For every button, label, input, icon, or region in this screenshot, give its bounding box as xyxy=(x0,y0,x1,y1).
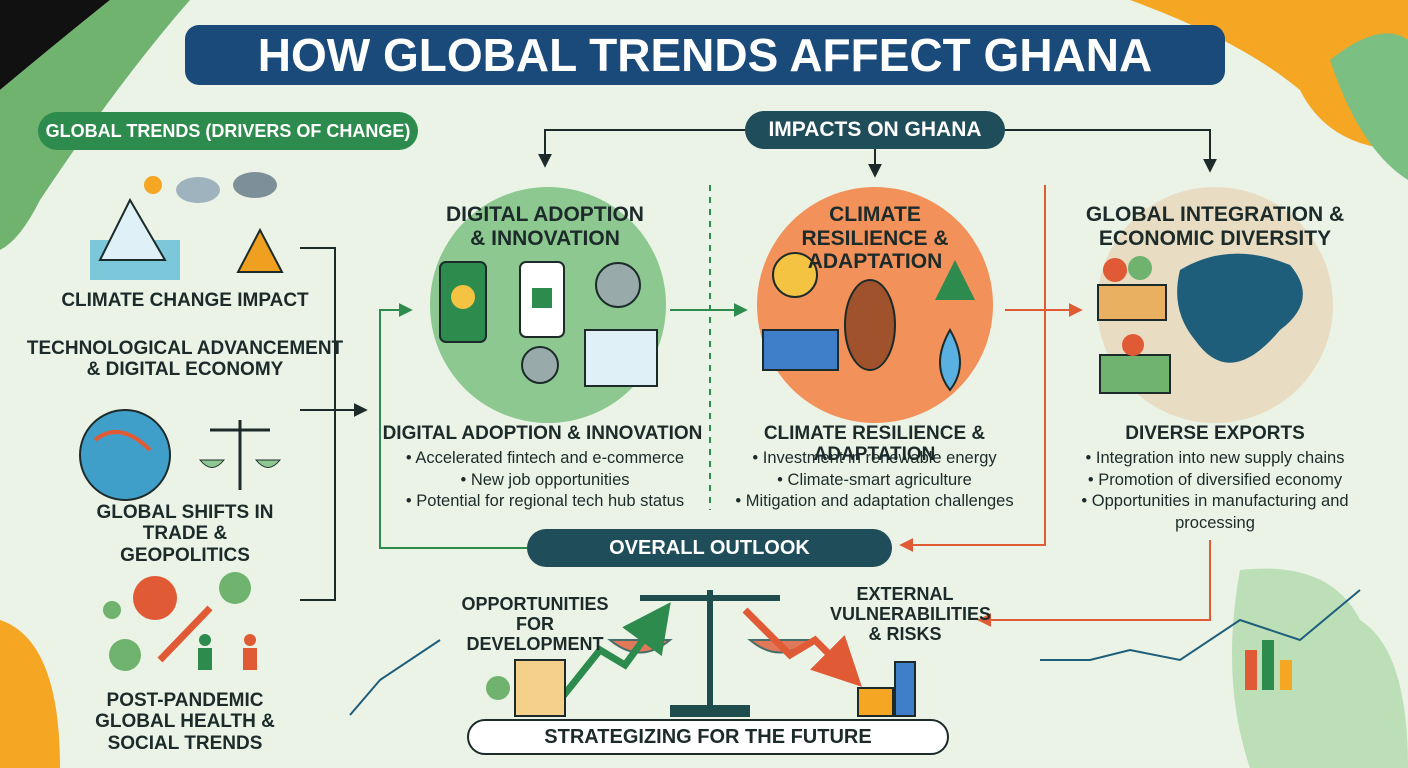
column-title: GLOBAL INTEGRATION & ECONOMIC DIVERSITY xyxy=(1085,203,1345,250)
bullet-item: Accelerated fintech and e-commerce xyxy=(385,448,705,470)
bullet-list: Investment in renewable energyClimate-sm… xyxy=(712,448,1037,513)
page-title: HOW GLOBAL TRENDS AFFECT GHANA xyxy=(185,25,1225,85)
driver-label: CLIMATE CHANGE IMPACT xyxy=(61,290,309,311)
bullet-item: Climate-smart agriculture xyxy=(712,470,1037,492)
outlook-heading: OVERALL OUTLOOK xyxy=(527,529,892,567)
bullet-item: Mitigation and adaptation challenges xyxy=(712,491,1037,513)
bullet-item: Potential for regional tech hub status xyxy=(385,491,705,513)
bullet-item: Promotion of diversified economy xyxy=(1065,470,1365,492)
column-subtitle: DIGITAL ADOPTION & INNOVATION xyxy=(382,423,703,444)
column-title: CLIMATE RESILIENCE & ADAPTATION xyxy=(801,203,949,274)
bullet-list: Accelerated fintech and e-commerceNew jo… xyxy=(385,448,705,513)
bullet-list: Integration into new supply chainsPromot… xyxy=(1065,448,1365,534)
drivers-heading: GLOBAL TRENDS (DRIVERS OF CHANGE) xyxy=(38,112,418,150)
bullet-item: Integration into new supply chains xyxy=(1065,448,1365,470)
bullet-item: Opportunities in manufacturing and proce… xyxy=(1065,491,1365,534)
footer-banner: STRATEGIZING FOR THE FUTURE xyxy=(467,719,949,755)
impacts-heading: IMPACTS ON GHANA xyxy=(745,111,1005,149)
opportunities-label: OPPORTUNITIES FOR DEVELOPMENT xyxy=(461,594,609,655)
column-subtitle: DIVERSE EXPORTS xyxy=(1125,423,1305,444)
driver-label: GLOBAL SHIFTS IN TRADE & GEOPOLITICS xyxy=(96,502,274,566)
risks-label: EXTERNAL VULNERABILITIES & RISKS xyxy=(830,584,992,645)
driver-label: TECHNOLOGICAL ADVANCEMENT & DIGITAL ECON… xyxy=(26,338,344,381)
bullet-item: New job opportunities xyxy=(385,470,705,492)
bullet-item: Investment in renewable energy xyxy=(712,448,1037,470)
driver-label: POST-PANDEMIC GLOBAL HEALTH & SOCIAL TRE… xyxy=(95,690,275,754)
column-title: DIGITAL ADOPTION & INNOVATION xyxy=(446,203,644,250)
